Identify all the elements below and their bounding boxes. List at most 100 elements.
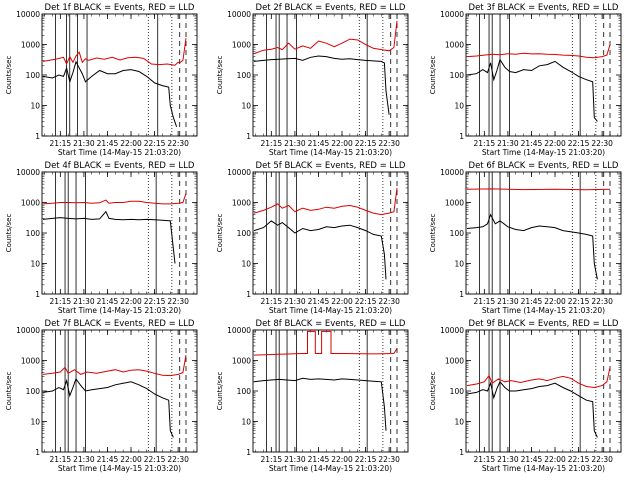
y-tick-label: 1000 — [21, 357, 40, 366]
x-tick-label: 21:15 — [474, 139, 496, 148]
series-line-lld — [42, 38, 187, 66]
x-tick-label: 21:45 — [521, 455, 543, 464]
plot-area — [466, 14, 611, 136]
x-tick-label: 22:15 — [144, 139, 166, 148]
x-axis-label: Start Time (14-May-15 21:03:20) — [58, 306, 181, 315]
x-axis-label: Start Time (14-May-15 21:03:20) — [269, 464, 392, 473]
y-tick-label: 10 — [454, 102, 464, 111]
x-tick-label: 22:30 — [378, 139, 400, 148]
x-tick-label: 22:15 — [355, 297, 377, 306]
y-tick-label: 1000 — [445, 199, 464, 208]
series-line-lld — [42, 355, 187, 377]
y-tick-label: 100 — [26, 229, 41, 238]
chart-title: Det 1f BLACK = Events, RED = LLD — [45, 3, 195, 13]
x-tick-label: 22:15 — [568, 297, 590, 306]
y-tick-label: 1 — [459, 290, 464, 299]
plot-area — [253, 330, 398, 452]
x-tick-label: 22:30 — [591, 455, 613, 464]
x-axis-label: Start Time (14-May-15 21:03:20) — [58, 148, 181, 157]
x-tick-label: 21:15 — [261, 297, 283, 306]
y-tick-label: 1 — [459, 448, 464, 457]
x-tick-label: 21:45 — [97, 297, 119, 306]
panel-det-7: Det 7f BLACK = Events, RED = LLD Counts/s… — [5, 319, 198, 473]
series-line-events — [253, 55, 390, 115]
y-tick-label: 1000 — [445, 41, 464, 50]
series-line-lld — [466, 367, 611, 389]
series-line-events — [42, 60, 178, 127]
x-tick-label: 22:30 — [378, 297, 400, 306]
plot-frame — [465, 13, 622, 137]
y-tick-label: 10000 — [227, 326, 251, 335]
series-line-events — [466, 213, 598, 280]
y-tick-label: 1 — [246, 448, 251, 457]
x-tick-label: 21:30 — [73, 297, 95, 306]
plot-area — [42, 172, 187, 294]
x-tick-label: 22:00 — [544, 297, 566, 306]
y-tick-label: 10000 — [227, 168, 251, 177]
chart-title: Det 5f BLACK = Events, RED = LLD — [256, 161, 406, 171]
x-tick-label: 21:15 — [474, 455, 496, 464]
x-tick-label: 22:30 — [167, 297, 189, 306]
y-axis-label: Counts/sec — [5, 56, 13, 95]
series-line-events — [42, 210, 176, 264]
plot-area — [42, 330, 187, 452]
x-axis-label: Start Time (14-May-15 21:03:20) — [482, 306, 605, 315]
y-tick-label: 10000 — [16, 326, 40, 335]
chart-title: Det 4f BLACK = Events, RED = LLD — [45, 161, 195, 171]
plot-area — [253, 172, 398, 294]
x-tick-label: 22:00 — [120, 297, 142, 306]
y-tick-label: 1 — [35, 290, 40, 299]
y-tick-label: 10 — [30, 102, 40, 111]
x-tick-label: 21:15 — [50, 297, 72, 306]
plot-frame — [465, 171, 622, 295]
plot-frame — [41, 171, 198, 295]
chart-title: Det 6f BLACK = Events, RED = LLD — [469, 161, 619, 171]
y-axis-label: Counts/sec — [216, 214, 224, 253]
y-axis-label: Counts/sec — [216, 372, 224, 411]
plot-frame — [41, 329, 198, 453]
y-tick-label: 10000 — [440, 168, 464, 177]
y-tick-label: 1000 — [232, 357, 251, 366]
x-tick-label: 21:15 — [261, 455, 283, 464]
x-tick-label: 22:00 — [544, 139, 566, 148]
x-axis-label: Start Time (14-May-15 21:03:20) — [482, 464, 605, 473]
plot-area — [466, 172, 611, 294]
y-tick-label: 1 — [459, 132, 464, 141]
y-tick-label: 10000 — [440, 10, 464, 19]
y-tick-label: 10000 — [16, 10, 40, 19]
x-axis-label: Start Time (14-May-15 21:03:20) — [269, 306, 392, 315]
y-tick-label: 10000 — [16, 168, 40, 177]
plot-area — [42, 14, 187, 136]
y-tick-label: 100 — [237, 71, 252, 80]
x-tick-label: 22:00 — [120, 455, 142, 464]
x-tick-label: 21:30 — [284, 139, 306, 148]
x-axis-label: Start Time (14-May-15 21:03:20) — [482, 148, 605, 157]
x-tick-label: 21:15 — [474, 297, 496, 306]
x-tick-label: 22:00 — [331, 139, 353, 148]
x-tick-label: 22:30 — [591, 297, 613, 306]
y-tick-label: 10 — [241, 102, 251, 111]
plot-area — [253, 14, 398, 136]
x-tick-label: 21:15 — [50, 455, 72, 464]
y-tick-label: 100 — [26, 71, 41, 80]
x-tick-label: 21:45 — [308, 455, 330, 464]
x-tick-label: 22:00 — [331, 297, 353, 306]
x-tick-label: 21:45 — [521, 297, 543, 306]
y-axis-label: Counts/sec — [429, 372, 437, 411]
x-tick-label: 21:30 — [497, 297, 519, 306]
y-axis-label: Counts/sec — [429, 56, 437, 95]
y-tick-label: 10 — [30, 418, 40, 427]
y-tick-label: 10 — [241, 260, 251, 269]
y-tick-label: 1000 — [21, 41, 40, 50]
y-tick-label: 1 — [246, 132, 251, 141]
plot-frame — [252, 171, 409, 295]
panel-det-8: Det 8f BLACK = Events, RED = LLD Counts/s… — [216, 319, 409, 473]
x-tick-label: 21:45 — [308, 297, 330, 306]
x-tick-label: 21:30 — [284, 297, 306, 306]
x-tick-label: 22:00 — [331, 455, 353, 464]
y-axis-label: Counts/sec — [429, 214, 437, 253]
x-tick-label: 22:15 — [568, 455, 590, 464]
x-tick-label: 22:15 — [144, 297, 166, 306]
y-tick-label: 10 — [30, 260, 40, 269]
